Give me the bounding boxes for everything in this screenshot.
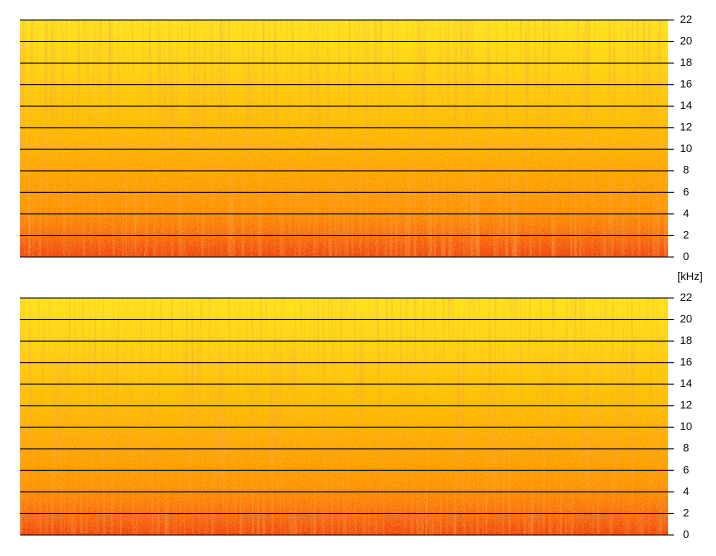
y-tick-label: 14 xyxy=(680,378,692,390)
spectrogram-speckle xyxy=(20,20,668,257)
y-tick-label: 6 xyxy=(683,186,689,198)
y-tick-label: 10 xyxy=(680,143,692,155)
y-tick-label: 20 xyxy=(680,313,692,325)
y-tick-label: 8 xyxy=(683,165,689,177)
y-tick-label: 12 xyxy=(680,122,692,134)
y-tick-label: 18 xyxy=(680,335,692,347)
y-tick-label: 10 xyxy=(680,421,692,433)
y-tick-label: 12 xyxy=(680,400,692,412)
y-tick-label: 18 xyxy=(680,57,692,69)
y-tick-label: 22 xyxy=(680,292,692,304)
y-tick-label: 22 xyxy=(680,14,692,26)
unit-label: [kHz] xyxy=(677,271,702,283)
y-tick-label: 0 xyxy=(683,529,689,541)
y-tick-label: 14 xyxy=(680,100,692,112)
y-tick-label: 16 xyxy=(680,357,692,369)
y-tick-label: 6 xyxy=(683,464,689,476)
y-tick-label: 2 xyxy=(683,507,689,519)
y-tick-label: 4 xyxy=(683,486,689,498)
y-tick-label: 0 xyxy=(683,251,689,263)
y-tick-label: 20 xyxy=(680,35,692,47)
y-tick-label: 8 xyxy=(683,443,689,455)
y-tick-label: 16 xyxy=(680,79,692,91)
y-tick-label: 4 xyxy=(683,208,689,220)
spectrogram-speckle xyxy=(20,298,668,535)
y-tick-label: 2 xyxy=(683,229,689,241)
